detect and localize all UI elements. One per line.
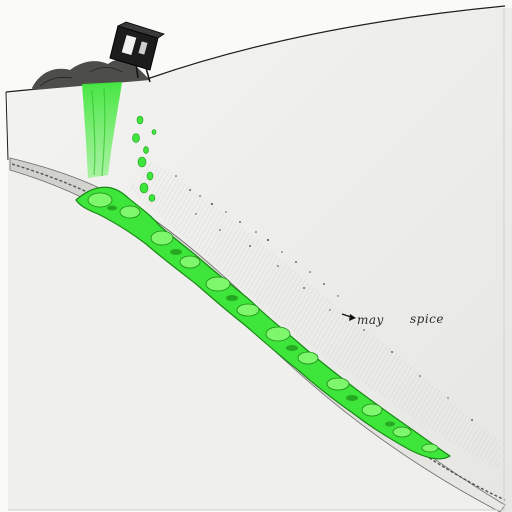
hatched-shadow <box>130 160 500 470</box>
ooze-flow <box>75 186 452 460</box>
tipped-barrel-icon <box>109 21 165 83</box>
ooze-shadows <box>107 205 395 427</box>
small-arrow-icon <box>341 313 356 321</box>
frame-edge <box>8 8 505 511</box>
dust-speckles <box>175 175 473 421</box>
ooze-lumps <box>87 192 439 453</box>
lower-slope <box>8 160 500 510</box>
annotation-spice: spice <box>410 312 444 326</box>
ridge-line <box>5 5 506 93</box>
annotation-may: may <box>357 313 384 327</box>
ooze-pour-streaks <box>91 87 106 177</box>
ooze-pour <box>82 82 122 178</box>
debris-detail <box>39 67 123 87</box>
left-edge <box>5 91 9 161</box>
ooze-droplets <box>132 115 157 202</box>
